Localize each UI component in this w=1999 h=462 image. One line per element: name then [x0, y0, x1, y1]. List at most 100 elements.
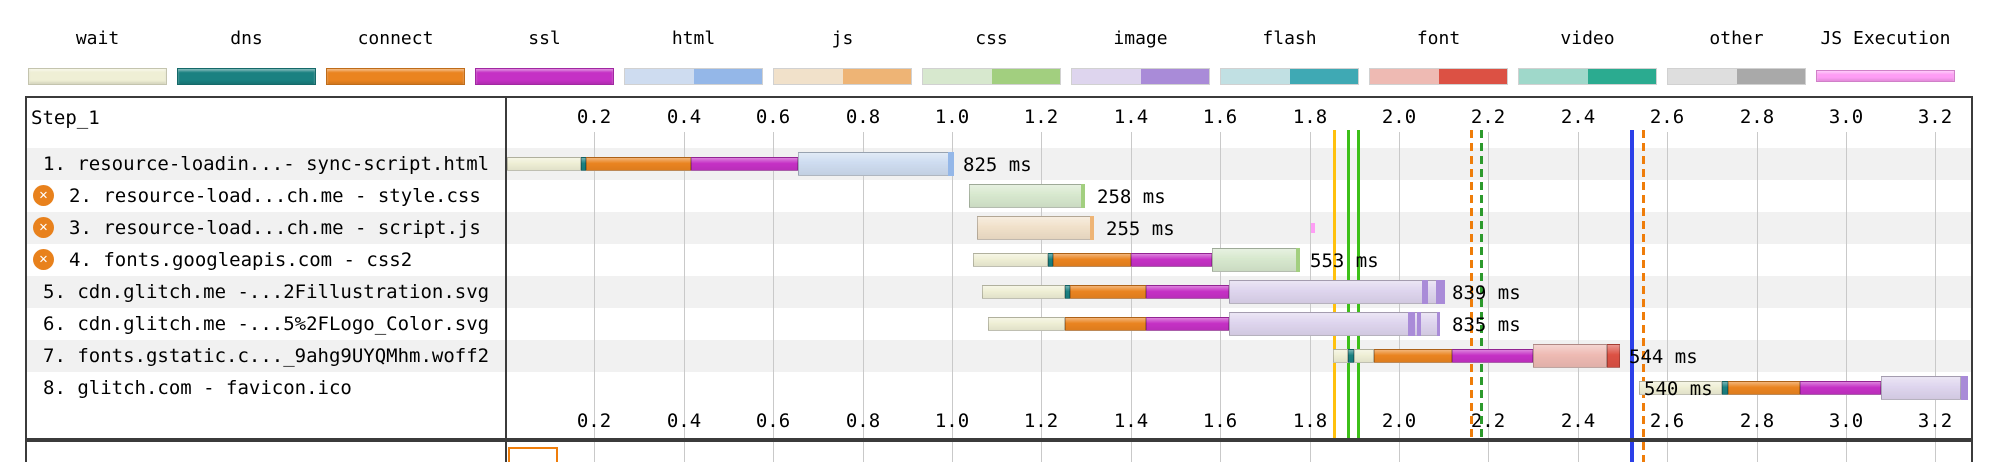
marker-green-dashed: [1480, 130, 1483, 438]
legend-swatch-light-half: [1072, 69, 1141, 84]
request-url-label[interactable]: 3. resource-load...ch.me - script.js: [69, 217, 481, 239]
axis-tick-label-top: 1.0: [934, 106, 970, 128]
gridline-next-section: [1399, 442, 1400, 462]
gridline: [684, 132, 685, 438]
gridline: [1935, 132, 1936, 438]
gridline-next-section: [684, 442, 685, 462]
axis-tick-label-bottom: 3.0: [1828, 410, 1864, 432]
axis-tick-label-top: 2.0: [1381, 106, 1417, 128]
segment-wait: [973, 253, 1048, 267]
legend-swatch-connect: [326, 68, 465, 85]
segment-image: [1229, 280, 1445, 304]
request-url-label[interactable]: 5. cdn.glitch.me -...2Fillustration.svg: [43, 281, 490, 303]
axis-tick-label-top: 2.6: [1649, 106, 1685, 128]
axis-tick-label-top: 0.8: [845, 106, 881, 128]
marker-blue-solid: [1630, 130, 1634, 438]
gridline-next-section: [1935, 442, 1936, 462]
row-band: [27, 148, 1971, 180]
gridline: [863, 132, 864, 438]
segment-dns: [1065, 285, 1070, 299]
label-column-separator: [505, 98, 507, 438]
segment-html: [948, 152, 954, 176]
legend-swatch-dark-half: [1438, 69, 1507, 84]
legend-swatch-light-half: [774, 69, 843, 84]
segment-dns: [1348, 349, 1354, 363]
segment-css: [1296, 248, 1300, 272]
axis-tick-label-bottom: 2.6: [1649, 410, 1685, 432]
axis-tick-label-top: 3.2: [1917, 106, 1953, 128]
gridline-next-section: [1846, 442, 1847, 462]
segment-wait: [988, 317, 1065, 331]
legend-swatch-light-half: [1668, 69, 1737, 84]
segment-image: [1437, 312, 1440, 336]
gridline-next-section: [773, 442, 774, 462]
legend-label: css: [975, 28, 1008, 49]
legend-label: ssl: [528, 28, 561, 49]
request-url-label[interactable]: 8. glitch.com - favicon.ico: [43, 377, 352, 399]
gridline: [773, 132, 774, 438]
request-url-label[interactable]: 2. resource-load...ch.me - style.css: [69, 185, 481, 207]
duration-label: 255 ms: [1106, 218, 1175, 240]
gridline: [952, 132, 953, 438]
segment-ssl: [1146, 285, 1229, 299]
segment-wait: [1354, 349, 1374, 363]
request-url-label[interactable]: 6. cdn.glitch.me -...5%2FLogo_Color.svg: [43, 313, 490, 335]
request-url-label[interactable]: 7. fonts.gstatic.c..._9ahg9UYQMhm.woff2: [43, 345, 490, 367]
legend: wait dns connect ssl html js css image flash font…: [0, 0, 1999, 90]
gridline-next-section: [952, 442, 953, 462]
axis-tick-label-bottom: 2.8: [1739, 410, 1775, 432]
segment-js: [977, 216, 1094, 240]
segment-connect: [586, 157, 691, 171]
segment-image: [1881, 376, 1961, 400]
segment-image: [1229, 312, 1440, 336]
axis-tick-label-bottom: 1.6: [1202, 410, 1238, 432]
segment-font: [1533, 344, 1607, 368]
segment-image: [1422, 280, 1428, 304]
legend-swatch-css: [922, 68, 1061, 85]
request-url-label[interactable]: 1. resource-loadin...- sync-script.html: [43, 153, 490, 175]
axis-tick-label-bottom: 1.2: [1023, 410, 1059, 432]
legend-label: js: [831, 28, 854, 49]
axis-tick-label-top: 1.8: [1292, 106, 1328, 128]
js-execution-tick: [1311, 223, 1315, 233]
legend-swatch-html: [624, 68, 763, 85]
legend-swatch-js: [773, 68, 912, 85]
gridline-next-section: [863, 442, 864, 462]
axis-tick-label-bottom: 2.0: [1381, 410, 1417, 432]
request-url-label[interactable]: 4. fonts.googleapis.com - css2: [69, 249, 413, 271]
gridline: [1488, 132, 1489, 438]
legend-swatch-dark-half: [842, 69, 911, 84]
gridline-next-section: [1488, 442, 1489, 462]
duration-label: 825 ms: [963, 154, 1032, 176]
gridline-next-section: [594, 442, 595, 462]
segment-connect: [1065, 317, 1146, 331]
segment-css: [1081, 184, 1085, 208]
axis-tick-label-bottom: 3.2: [1917, 410, 1953, 432]
marker-orange-dashed-2: [1642, 130, 1645, 438]
axis-tick-label-bottom: 2.2: [1470, 410, 1506, 432]
gridline-next-section: [1667, 442, 1668, 462]
legend-swatch-light-half: [923, 69, 992, 84]
segment-wait: [1333, 349, 1348, 363]
segment-wait: [1639, 381, 1722, 395]
axis-tick-label-top: 1.4: [1113, 106, 1149, 128]
axis-tick-label-bottom: 0.2: [576, 410, 612, 432]
axis-tick-label-top: 0.6: [755, 106, 791, 128]
axis-tick-label-bottom: 1.0: [934, 410, 970, 432]
legend-label: image: [1113, 28, 1168, 49]
gridline-next-section: [1220, 442, 1221, 462]
axis-tick-label-top: 0.4: [666, 106, 702, 128]
gridline-next-section: [1757, 442, 1758, 462]
segment-connect: [1728, 381, 1800, 395]
axis-tick-label-bottom: 1.8: [1292, 410, 1328, 432]
marker-orange-dashed-1: [1470, 130, 1473, 438]
duration-label: 258 ms: [1097, 186, 1166, 208]
segment-css: [1212, 248, 1300, 272]
legend-swatch-light-half: [1370, 69, 1439, 84]
marker-orange-dashed-2-continued: [1642, 442, 1645, 462]
legend-swatch-light-half: [625, 69, 694, 84]
axis-tick-label-bottom: 1.4: [1113, 410, 1149, 432]
legend-swatch-dark-half: [1140, 69, 1209, 84]
segment-ssl: [1452, 349, 1533, 363]
